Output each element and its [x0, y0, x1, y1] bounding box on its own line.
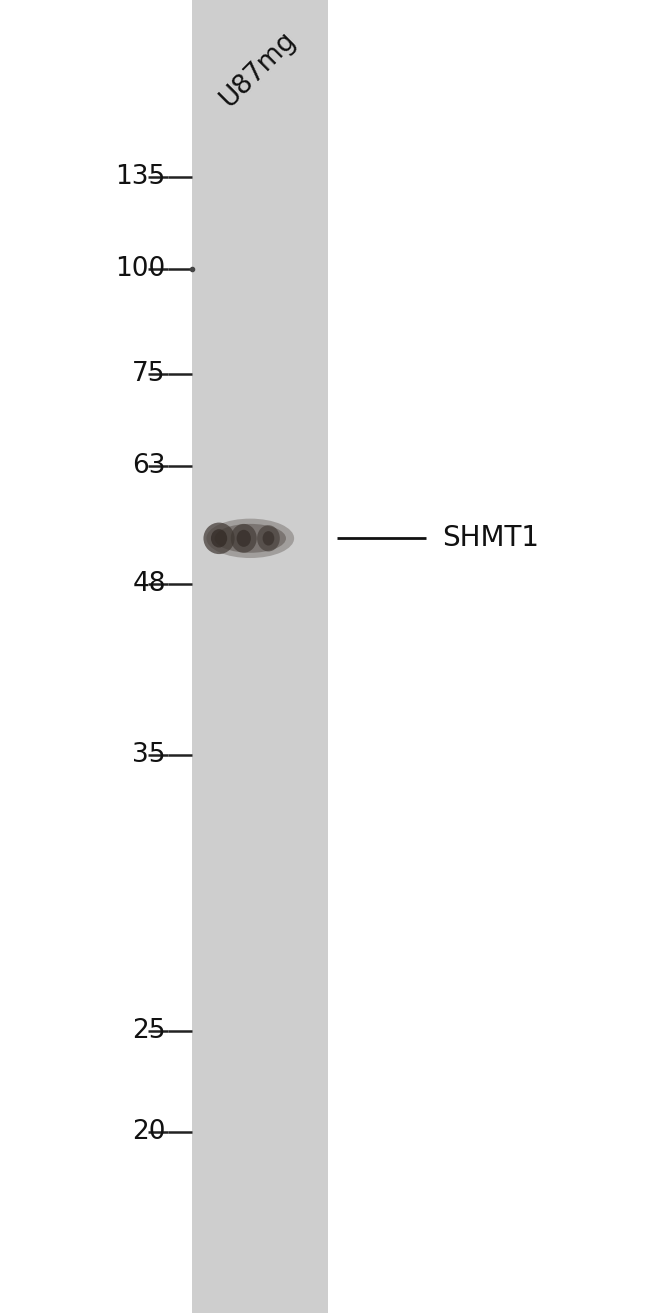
Text: 100: 100: [116, 256, 166, 282]
Text: 25: 25: [132, 1018, 166, 1044]
Ellipse shape: [237, 530, 251, 546]
Text: SHMT1: SHMT1: [442, 524, 539, 553]
Ellipse shape: [257, 525, 280, 551]
Ellipse shape: [211, 529, 227, 548]
Text: 135: 135: [116, 164, 166, 190]
Text: 48: 48: [132, 571, 166, 597]
Ellipse shape: [207, 519, 294, 558]
Text: 63: 63: [132, 453, 166, 479]
Text: 75: 75: [132, 361, 166, 387]
Ellipse shape: [203, 523, 235, 554]
Ellipse shape: [231, 524, 257, 553]
Ellipse shape: [263, 530, 274, 546]
Bar: [192, 0, 328, 1313]
Text: 35: 35: [132, 742, 166, 768]
Text: 20: 20: [132, 1119, 166, 1145]
Ellipse shape: [214, 524, 286, 553]
Text: U87mg: U87mg: [216, 26, 302, 112]
